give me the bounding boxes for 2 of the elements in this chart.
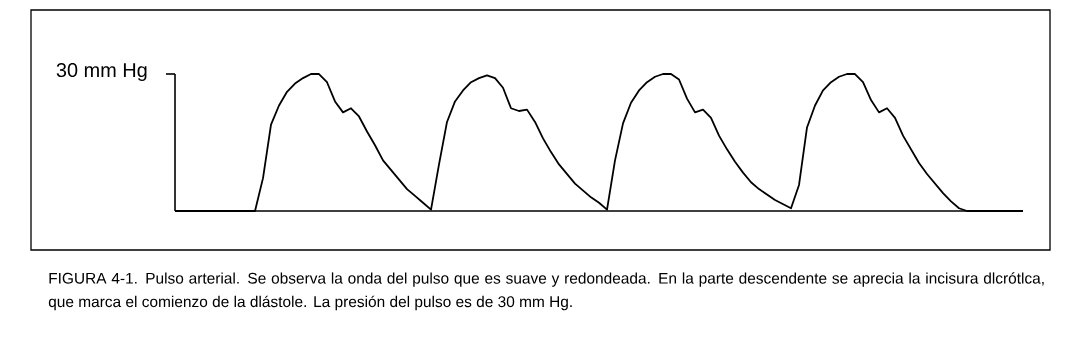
text: 30 mm Hg bbox=[56, 62, 147, 82]
text: FIGURA 4-1. Pulso arterial. Se observa la onda del pulso que es suave y redondeada. En la parte descendente se aprecia la incisura dlcrótlca, que marca el comienzo de la dlástole. La presión del pulso es de 30 mm Hg. bbox=[48, 272, 1044, 311]
